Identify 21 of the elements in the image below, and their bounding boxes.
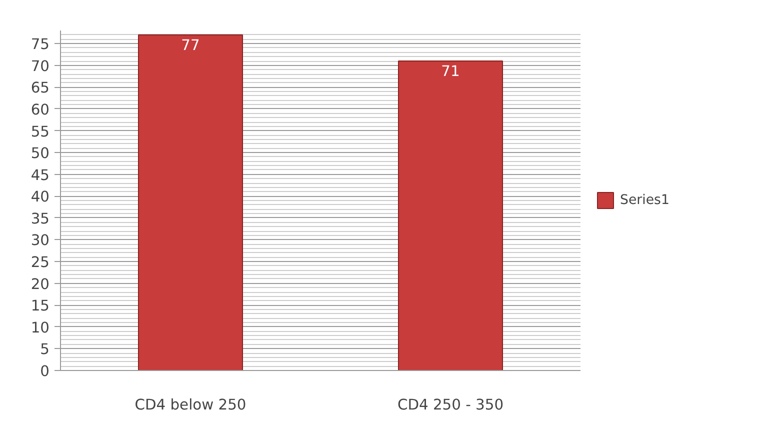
y-tick-label: 55 <box>30 123 50 140</box>
y-tick-label: 45 <box>30 166 50 184</box>
y-tick-label: 70 <box>30 58 50 75</box>
x-tick-label: CD4 below 250 <box>134 396 246 414</box>
y-tick-label: 65 <box>30 80 50 97</box>
y-tick-label: 35 <box>30 210 50 228</box>
y-tick-label: 75 <box>30 36 50 54</box>
y-tick-label: 25 <box>30 254 50 272</box>
y-tick-label: 15 <box>30 298 50 315</box>
data-label: 77 <box>181 36 200 54</box>
y-tick-label: 30 <box>30 232 50 250</box>
y-tick-label: 5 <box>40 341 50 358</box>
data-label: 71 <box>441 63 460 80</box>
y-tick-label: 60 <box>30 101 50 118</box>
x-tick-label: CD4 250 - 350 <box>397 396 504 414</box>
legend-label: Series1 <box>620 192 670 208</box>
y-tick-label: 20 <box>30 276 50 293</box>
y-tick-label: 40 <box>30 188 50 206</box>
y-tick-label: 0 <box>40 363 50 380</box>
y-tick-label: 10 <box>30 319 50 336</box>
y-tick-label: 50 <box>30 145 50 162</box>
